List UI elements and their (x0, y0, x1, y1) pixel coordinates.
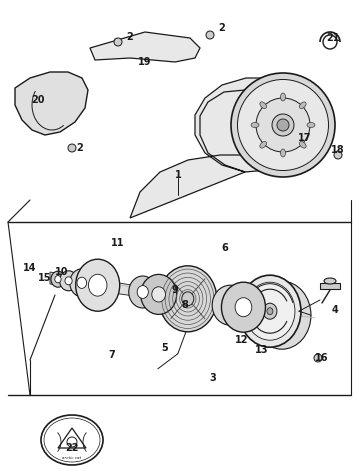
Ellipse shape (323, 35, 337, 49)
Ellipse shape (70, 269, 94, 297)
Ellipse shape (272, 114, 294, 136)
Ellipse shape (222, 282, 265, 332)
Text: 9: 9 (172, 285, 178, 295)
Text: 14: 14 (23, 263, 37, 273)
Ellipse shape (277, 119, 289, 131)
Ellipse shape (245, 282, 295, 340)
Ellipse shape (55, 276, 61, 283)
Ellipse shape (314, 354, 322, 362)
Ellipse shape (260, 142, 266, 148)
Ellipse shape (44, 418, 100, 462)
Text: 12: 12 (235, 335, 249, 345)
Text: 6: 6 (222, 243, 228, 253)
Text: 2: 2 (127, 32, 134, 42)
Text: 21: 21 (326, 33, 340, 43)
Text: 15: 15 (38, 273, 52, 283)
Text: 2: 2 (219, 23, 225, 33)
Ellipse shape (60, 271, 78, 291)
Text: 2: 2 (76, 143, 83, 153)
Ellipse shape (239, 275, 301, 347)
Ellipse shape (299, 102, 306, 108)
Text: 17: 17 (298, 133, 312, 143)
Ellipse shape (76, 259, 120, 311)
Ellipse shape (280, 149, 285, 157)
Ellipse shape (159, 266, 217, 332)
Ellipse shape (182, 292, 194, 306)
Ellipse shape (137, 285, 148, 298)
Text: 19: 19 (138, 57, 152, 67)
Ellipse shape (249, 91, 317, 159)
Text: 5: 5 (162, 343, 168, 353)
Ellipse shape (223, 297, 238, 314)
Ellipse shape (152, 287, 165, 302)
Polygon shape (90, 32, 200, 62)
Polygon shape (15, 72, 88, 135)
Text: 22: 22 (65, 443, 79, 453)
Ellipse shape (77, 277, 87, 288)
Text: 18: 18 (331, 145, 345, 155)
Ellipse shape (307, 123, 315, 127)
Ellipse shape (263, 303, 277, 319)
Ellipse shape (129, 276, 157, 308)
Ellipse shape (141, 275, 177, 314)
Ellipse shape (299, 142, 306, 148)
Text: 16: 16 (315, 353, 329, 363)
Ellipse shape (231, 73, 335, 177)
Ellipse shape (212, 285, 248, 325)
Text: 3: 3 (210, 373, 216, 383)
Ellipse shape (260, 102, 266, 108)
Text: 11: 11 (111, 238, 125, 248)
Ellipse shape (280, 93, 285, 101)
Ellipse shape (253, 281, 311, 349)
Ellipse shape (334, 151, 342, 159)
Ellipse shape (206, 31, 214, 39)
Text: arctic cat: arctic cat (62, 456, 81, 460)
Text: 20: 20 (31, 95, 45, 105)
Ellipse shape (238, 79, 328, 171)
Ellipse shape (88, 274, 107, 296)
Polygon shape (320, 283, 340, 289)
Ellipse shape (65, 277, 72, 285)
Ellipse shape (251, 123, 259, 127)
Ellipse shape (51, 271, 65, 287)
Ellipse shape (267, 308, 273, 315)
Text: 8: 8 (182, 300, 188, 310)
Text: 7: 7 (109, 350, 115, 360)
Polygon shape (130, 78, 315, 218)
Ellipse shape (114, 38, 122, 46)
Text: 13: 13 (255, 345, 269, 355)
Text: 4: 4 (332, 305, 339, 315)
Ellipse shape (324, 278, 336, 284)
Ellipse shape (235, 298, 252, 317)
Text: 10: 10 (55, 267, 69, 277)
Text: 1: 1 (174, 170, 181, 180)
Ellipse shape (256, 98, 310, 152)
Polygon shape (50, 272, 169, 301)
Ellipse shape (41, 415, 103, 465)
Ellipse shape (68, 144, 76, 152)
